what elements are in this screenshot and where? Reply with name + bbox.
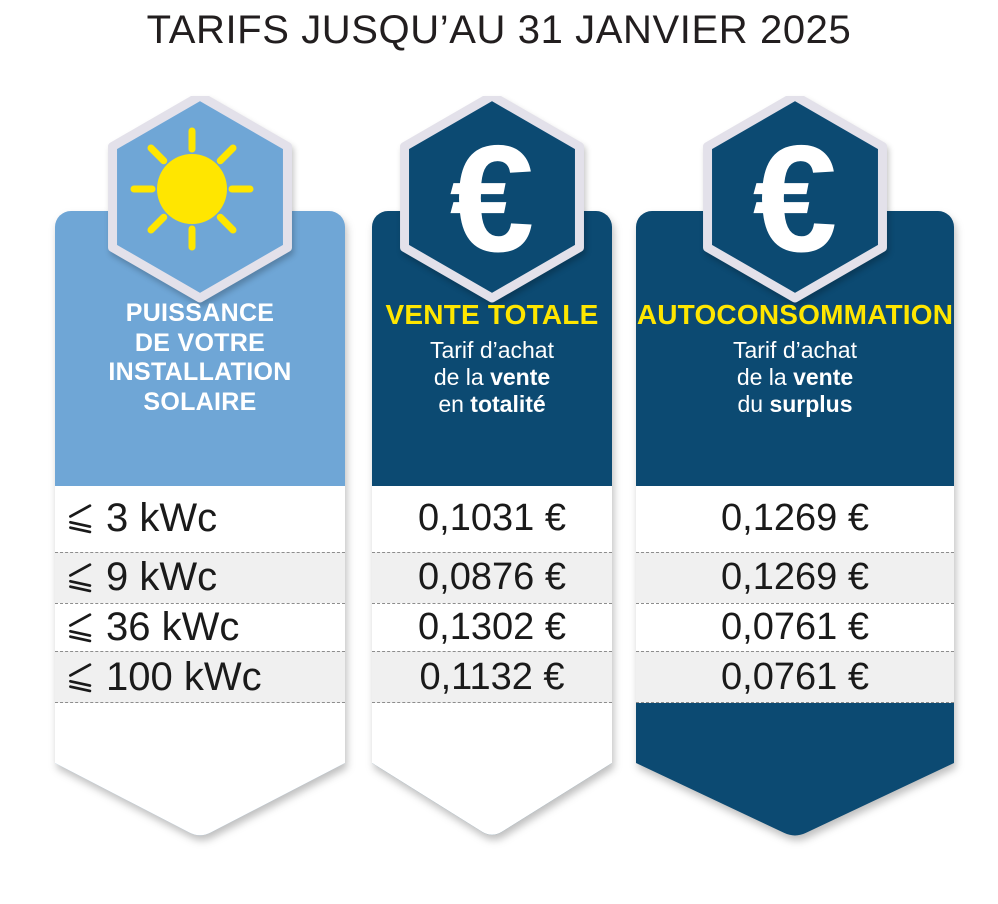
svg-text:€: € <box>450 114 535 284</box>
svg-text:€: € <box>753 114 838 284</box>
